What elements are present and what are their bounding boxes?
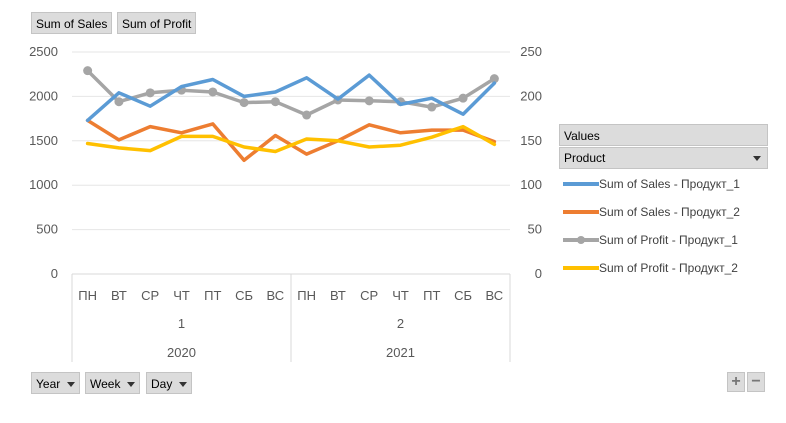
legend-item: Sum of Sales - Продукт_1 <box>563 174 740 194</box>
category-axis-lines <box>71 274 511 362</box>
chevron-down-icon <box>67 382 76 388</box>
legend-item: Sum of Profit - Продукт_1 <box>563 230 738 250</box>
legend-label: Sum of Sales - Продукт_1 <box>599 177 740 191</box>
series-point <box>302 110 312 120</box>
legend-swatch <box>563 182 599 186</box>
series-line <box>85 68 497 117</box>
legend-swatch <box>563 210 599 214</box>
primary-tick-label: 2000 <box>29 88 58 103</box>
series-line <box>85 73 497 123</box>
legend-swatch <box>563 236 599 244</box>
primary-tick-label: 500 <box>36 222 58 237</box>
series-point <box>145 88 155 98</box>
expand-field-button[interactable]: + <box>727 372 745 392</box>
series-point <box>114 97 124 107</box>
year-field-button[interactable]: Year <box>31 372 81 394</box>
legend-panel: Values Product Sum of Sales - Продукт_1 S… <box>559 124 768 275</box>
day-label: ПТ <box>204 288 221 303</box>
year-label: 2020 <box>167 345 196 360</box>
day-label: СБ <box>235 288 253 303</box>
legend-item: Sum of Profit - Продукт_2 <box>563 258 738 278</box>
legend-label: Sum of Profit - Продукт_1 <box>599 233 738 247</box>
series-layer <box>83 66 499 163</box>
primary-axis-ticks: 0 500 1000 1500 2000 2500 <box>29 44 58 281</box>
series-point <box>427 102 437 112</box>
day-label: ЧТ <box>173 288 190 303</box>
day-label: ПН <box>78 288 97 303</box>
primary-tick-label: 0 <box>51 266 58 281</box>
week-label: 2 <box>397 316 404 331</box>
day-label: ВТ <box>111 288 127 303</box>
day-label: ЧТ <box>392 288 409 303</box>
sum-of-profit-field-button[interactable]: Sum of Profit <box>117 12 197 34</box>
day-label: СР <box>360 288 378 303</box>
secondary-axis-ticks: 0 50 100 150 200 250 <box>520 44 542 281</box>
legend-label: Sum of Profit - Продукт_2 <box>599 261 738 275</box>
legend-marker <box>577 236 585 244</box>
secondary-tick-label: 150 <box>520 133 542 148</box>
series-line <box>85 124 497 154</box>
product-filter-label: Product <box>564 151 606 165</box>
day-field-button[interactable]: Day <box>146 372 193 394</box>
day-label: ПТ <box>423 288 440 303</box>
primary-tick-label: 1500 <box>29 133 58 148</box>
series-point <box>208 87 218 97</box>
collapse-field-button[interactable]: − <box>747 372 765 392</box>
day-label: СБ <box>454 288 472 303</box>
series-point <box>270 97 280 107</box>
year-field-label: Year <box>36 377 61 391</box>
chevron-down-icon <box>179 382 188 388</box>
secondary-tick-label: 50 <box>528 222 542 237</box>
sum-of-sales-field-button[interactable]: Sum of Sales <box>31 12 113 34</box>
series-point <box>364 96 374 106</box>
secondary-tick-label: 100 <box>520 177 542 192</box>
secondary-tick-label: 200 <box>520 88 542 103</box>
day-label: СР <box>141 288 159 303</box>
category-labels: ПН ВТ СР ЧТ ПТ СБ ВС ПН ВТ СР ЧТ ПТ СБ ВС 1 2 2020 2021 <box>78 288 503 360</box>
week-field-label: Week <box>90 377 121 391</box>
chevron-down-icon <box>753 155 761 161</box>
day-field-label: Day <box>151 377 173 391</box>
series-point <box>458 93 468 103</box>
primary-tick-label: 1000 <box>29 177 58 192</box>
legend-label: Sum of Sales - Продукт_2 <box>599 205 740 219</box>
week-field-button[interactable]: Week <box>85 372 141 394</box>
primary-tick-label: 2500 <box>29 44 58 59</box>
year-label: 2021 <box>386 345 415 360</box>
day-label: ПН <box>297 288 316 303</box>
day-label: ВТ <box>330 288 346 303</box>
legend-item: Sum of Sales - Продукт_2 <box>563 202 740 222</box>
secondary-tick-label: 0 <box>535 266 542 281</box>
values-header: Values <box>559 124 768 146</box>
legend-swatch <box>563 266 599 270</box>
series-point <box>489 74 499 84</box>
day-label: ВС <box>486 288 504 303</box>
chevron-down-icon <box>127 382 136 388</box>
week-label: 1 <box>178 316 185 331</box>
series-point <box>83 66 93 76</box>
secondary-tick-label: 250 <box>520 44 542 59</box>
day-label: ВС <box>267 288 285 303</box>
series-point <box>239 98 249 108</box>
product-filter-button[interactable]: Product <box>559 147 768 169</box>
